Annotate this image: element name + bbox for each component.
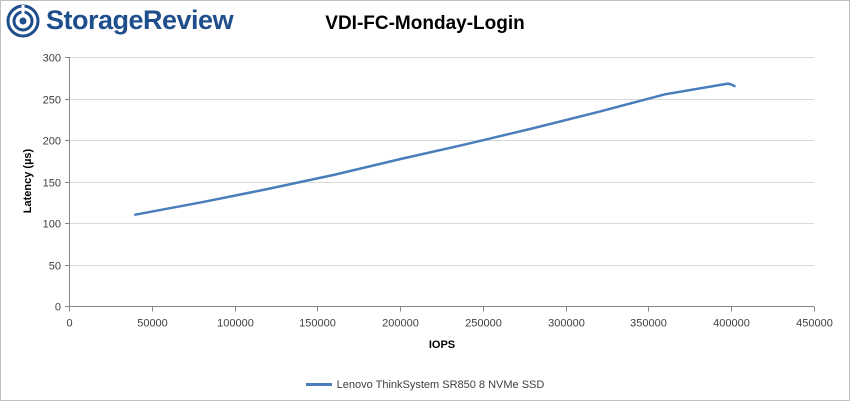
y-tick-label: 100 xyxy=(43,219,61,231)
x-tick-labels: 0 50000 100000 150000 200000 250000 300000 3500… xyxy=(66,318,832,330)
legend-label: Lenovo ThinkSystem SR850 8 NVMe SSD xyxy=(336,378,545,391)
storagereview-logo: StorageReview xyxy=(6,4,236,38)
y-tick-label: 0 xyxy=(55,302,61,314)
x-tick-label: 250000 xyxy=(465,318,502,330)
x-tick-label: 400000 xyxy=(713,318,750,330)
y-tick-label: 50 xyxy=(49,261,61,273)
x-tick-label: 150000 xyxy=(299,318,336,330)
storagereview-logo-icon xyxy=(6,4,40,38)
legend-item: Lenovo ThinkSystem SR850 8 NVMe SSD xyxy=(305,378,545,391)
legend-swatch xyxy=(305,383,332,386)
x-tick-label: 200000 xyxy=(382,318,419,330)
legend: Lenovo ThinkSystem SR850 8 NVMe SSD xyxy=(0,373,850,391)
x-tick-label: 350000 xyxy=(630,318,667,330)
y-tick-label: 300 xyxy=(43,53,61,65)
y-tick-label: 150 xyxy=(43,178,61,190)
axes xyxy=(65,57,815,312)
series-line xyxy=(133,82,736,216)
y-axis-title: Latency (µs) xyxy=(22,148,34,213)
chart-title: VDI-FC-Monday-Login xyxy=(325,13,525,34)
x-tick-label: 100000 xyxy=(217,318,254,330)
x-tick-label: 0 xyxy=(66,318,72,330)
series-layer xyxy=(133,82,736,216)
x-tick-label: 450000 xyxy=(796,318,833,330)
x-axis-title: IOPS xyxy=(429,339,455,351)
y-tick-label: 200 xyxy=(43,136,61,148)
x-tick-label: 50000 xyxy=(137,318,168,330)
gridlines xyxy=(69,57,814,266)
logo-text: StorageReview xyxy=(46,5,234,35)
x-tick-label: 300000 xyxy=(548,318,585,330)
y-tick-label: 250 xyxy=(43,95,61,107)
y-tick-labels: 0 50 100 150 200 250 300 xyxy=(43,53,61,314)
